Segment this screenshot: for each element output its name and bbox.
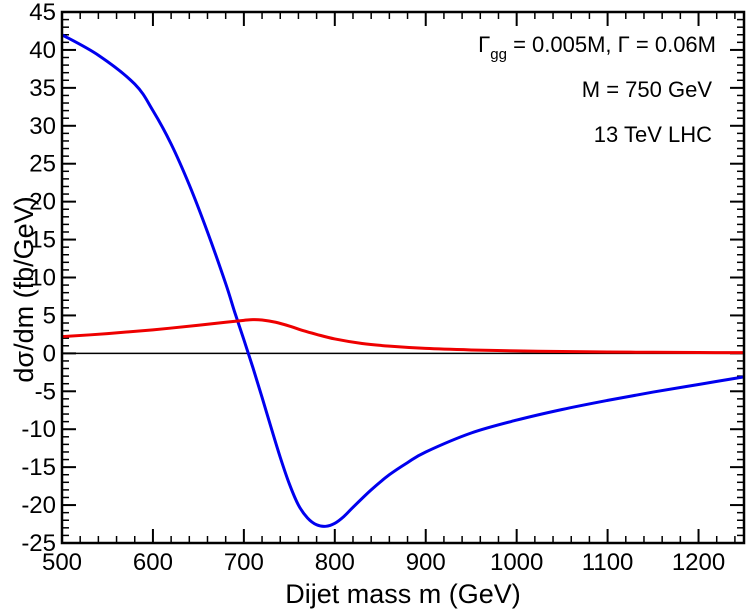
width-values: = 0.005M, Γ = 0.06M: [507, 32, 716, 57]
x-tick-label: 800: [315, 549, 355, 576]
y-tick-label: -20: [21, 492, 56, 519]
gamma-symbol: Γ: [478, 32, 490, 57]
y-tick-label: -10: [21, 416, 56, 443]
series-layer: [61, 33, 745, 528]
x-tick-label: 1100: [582, 549, 634, 576]
blue-series-line: [61, 33, 745, 528]
y-tick-label: 25: [29, 151, 56, 178]
collider-annotation: 13 TeV LHC: [594, 122, 712, 147]
y-tick-label: 40: [29, 37, 56, 64]
y-tick-label: 10: [29, 265, 56, 292]
x-axis-title: Dijet mass m (GeV): [285, 579, 521, 609]
y-tick-label: -15: [21, 454, 56, 481]
y-tick-labels: -25 -20 -15 -10 -5 0 5 10 15 20 25 30 35 40 45: [21, 0, 56, 557]
y-tick-label: -5: [35, 378, 56, 405]
x-tick-label: 1000: [490, 549, 543, 576]
y-tick-label: 45: [29, 0, 56, 26]
width-annotation: Γgg = 0.005M, Γ = 0.06M: [478, 32, 716, 63]
plot-frame: [60, 10, 746, 545]
y-axis-title: dσ/dm (fb/GeV): [9, 196, 39, 382]
x-tick-label: 600: [133, 549, 173, 576]
y-tick-label: 20: [29, 189, 56, 216]
y-tick-label: -25: [21, 530, 56, 557]
x-tick-labels: 500 600 700 800 900 1000 1100 1200: [42, 549, 725, 576]
mass-annotation: M = 750 GeV: [582, 77, 713, 102]
gg-subscript: gg: [490, 46, 507, 63]
x-tick-label: 1200: [672, 549, 725, 576]
y-tick-label: 30: [29, 113, 56, 140]
x-tick-label: 700: [224, 549, 264, 576]
x-tick-label: 500: [42, 549, 82, 576]
y-tick-label: 15: [29, 227, 56, 254]
red-series-line: [61, 318, 745, 355]
y-tick-label: 5: [43, 302, 56, 329]
x-tick-label: 900: [406, 549, 446, 576]
y-tick-label: 35: [29, 75, 56, 102]
y-tick-label: 0: [43, 340, 56, 367]
